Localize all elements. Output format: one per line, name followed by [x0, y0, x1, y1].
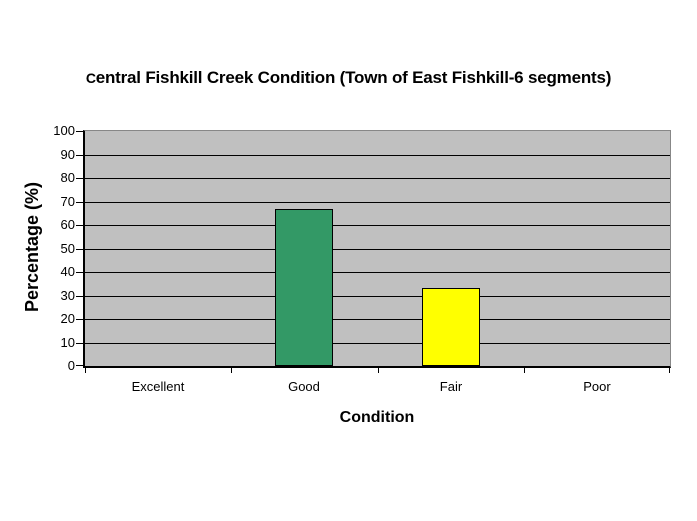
y-axis-tick-50: [76, 249, 83, 250]
x-category-label-excellent: Excellent: [131, 379, 185, 394]
y-tick-label-100: 100: [53, 123, 75, 138]
bar-fair: [422, 288, 480, 366]
plot-area: 0 10 20 30 40 50 60 70 80 90 100 Excellent Good Fair P…: [53, 124, 671, 394]
y-tick-label-70: 70: [60, 194, 75, 209]
gridline-20: [85, 319, 670, 320]
gridline-30: [85, 296, 670, 297]
y-axis-tick-40: [76, 272, 83, 273]
x-axis-tick-0: [85, 368, 86, 373]
y-tick-label-80: 80: [60, 170, 75, 185]
gridline-80: [85, 178, 670, 179]
chart-title: Central Fishkill Creek Condition (Town o…: [85, 68, 612, 87]
gridline-90: [85, 155, 670, 156]
y-axis-tick-100: [76, 131, 83, 132]
y-tick-label-10: 10: [60, 335, 75, 350]
x-category-label-poor: Poor: [583, 379, 611, 394]
gridline-60: [85, 225, 670, 226]
gridline-40: [85, 272, 670, 273]
y-axis-tick-90: [76, 155, 83, 156]
x-axis-title: Condition: [339, 409, 415, 426]
y-tick-label-0: 0: [67, 358, 75, 373]
x-axis-tick-1: [231, 368, 232, 373]
y-axis-tick-70: [76, 202, 83, 203]
x-axis-tick-2: [378, 368, 379, 373]
y-tick-label-60: 60: [60, 217, 75, 232]
y-tick-label-50: 50: [60, 241, 75, 256]
x-axis-tick-4: [669, 368, 670, 373]
y-tick-label-40: 40: [60, 264, 75, 279]
gridline-10: [85, 343, 670, 344]
y-axis-tick-80: [76, 178, 83, 179]
x-category-label-fair: Fair: [439, 379, 463, 394]
bar-good: [275, 209, 333, 366]
y-tick-label-30: 30: [60, 288, 75, 303]
y-axis-tick-30: [76, 296, 83, 297]
x-category-label-good: Good: [288, 379, 320, 394]
y-tick-label-90: 90: [60, 147, 75, 162]
y-axis-tick-10: [76, 343, 83, 344]
gridline-70: [85, 202, 670, 203]
x-axis-tick-3: [524, 368, 525, 373]
y-axis-tick-0: [76, 365, 83, 366]
gridline-50: [85, 249, 670, 250]
y-axis-tick-60: [76, 225, 83, 226]
y-tick-label-20: 20: [60, 311, 75, 326]
y-axis-tick-20: [76, 319, 83, 320]
